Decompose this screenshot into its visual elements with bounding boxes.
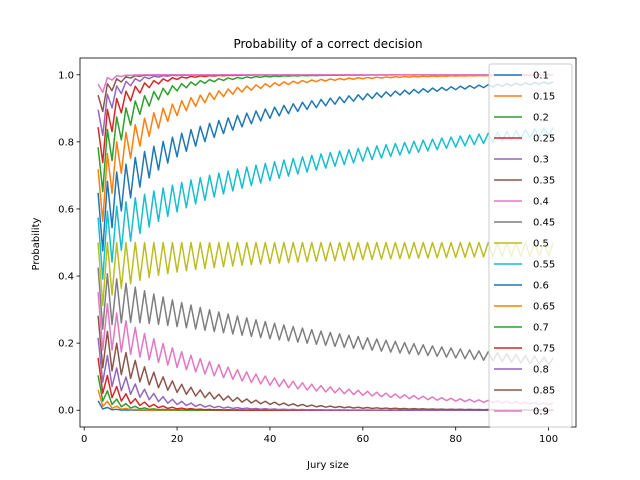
legend-label-0.75: 0.75 bbox=[533, 344, 555, 355]
legend-label-0.8: 0.8 bbox=[533, 365, 549, 376]
series-line-0.45 bbox=[97, 267, 554, 366]
x-axis-label: Jury size bbox=[306, 460, 349, 471]
legend-label-0.4: 0.4 bbox=[533, 197, 549, 208]
series-lines bbox=[97, 74, 554, 411]
legend-label-0.6: 0.6 bbox=[533, 281, 549, 292]
legend-label-0.55: 0.55 bbox=[533, 260, 555, 271]
legend-label-0.65: 0.65 bbox=[533, 302, 555, 313]
legend-label-0.9: 0.9 bbox=[533, 407, 549, 418]
x-tick-label: 0 bbox=[81, 434, 87, 445]
y-tick-label: 1.0 bbox=[58, 70, 74, 81]
legend-label-0.35: 0.35 bbox=[533, 176, 555, 187]
y-tick-label: 0.4 bbox=[58, 272, 74, 283]
y-axis-label: Probability bbox=[31, 217, 42, 270]
series-line-0.6 bbox=[97, 81, 554, 252]
y-tick-label: 0.8 bbox=[58, 137, 74, 148]
chart-title: Probability of a correct decision bbox=[233, 37, 422, 51]
y-tick-label: 0.0 bbox=[58, 406, 74, 417]
series-line-0.55 bbox=[97, 126, 554, 280]
y-tick-label: 0.6 bbox=[58, 204, 74, 215]
legend-label-0.3: 0.3 bbox=[533, 155, 549, 166]
x-tick-label: 40 bbox=[264, 434, 277, 445]
series-line-0.9 bbox=[97, 74, 554, 94]
series-line-0.4 bbox=[97, 292, 554, 406]
legend-label-0.15: 0.15 bbox=[533, 92, 555, 103]
legend-label-0.1: 0.1 bbox=[533, 71, 549, 82]
legend-label-0.2: 0.2 bbox=[533, 113, 549, 124]
legend: 0.1 0.15 0.2 0.25 0.3 0.35 0.4 0.45 0.5 0.55 0.6 0.… bbox=[488, 63, 573, 428]
x-tick-label: 60 bbox=[356, 434, 369, 445]
legend-label-0.7: 0.7 bbox=[533, 323, 549, 334]
x-tick-label: 100 bbox=[539, 434, 558, 445]
legend-label-0.25: 0.25 bbox=[533, 134, 555, 145]
legend-label-0.85: 0.85 bbox=[533, 386, 555, 397]
x-tick-label: 80 bbox=[449, 434, 462, 445]
y-tick-label: 0.2 bbox=[58, 339, 74, 350]
plot-area: 0 20 40 60 80 100 0.0 0.2 0.4 0.6 0.8 1.0 bbox=[58, 57, 577, 445]
series-line-0.35 bbox=[97, 315, 554, 411]
legend-label-0.45: 0.45 bbox=[533, 218, 555, 229]
x-tick-label: 20 bbox=[171, 434, 184, 445]
series-line-0.65 bbox=[97, 74, 554, 223]
series-line-0.5 bbox=[97, 241, 554, 307]
legend-box bbox=[488, 63, 573, 428]
legend-label-0.5: 0.5 bbox=[533, 239, 549, 250]
axes-frame bbox=[79, 57, 577, 428]
